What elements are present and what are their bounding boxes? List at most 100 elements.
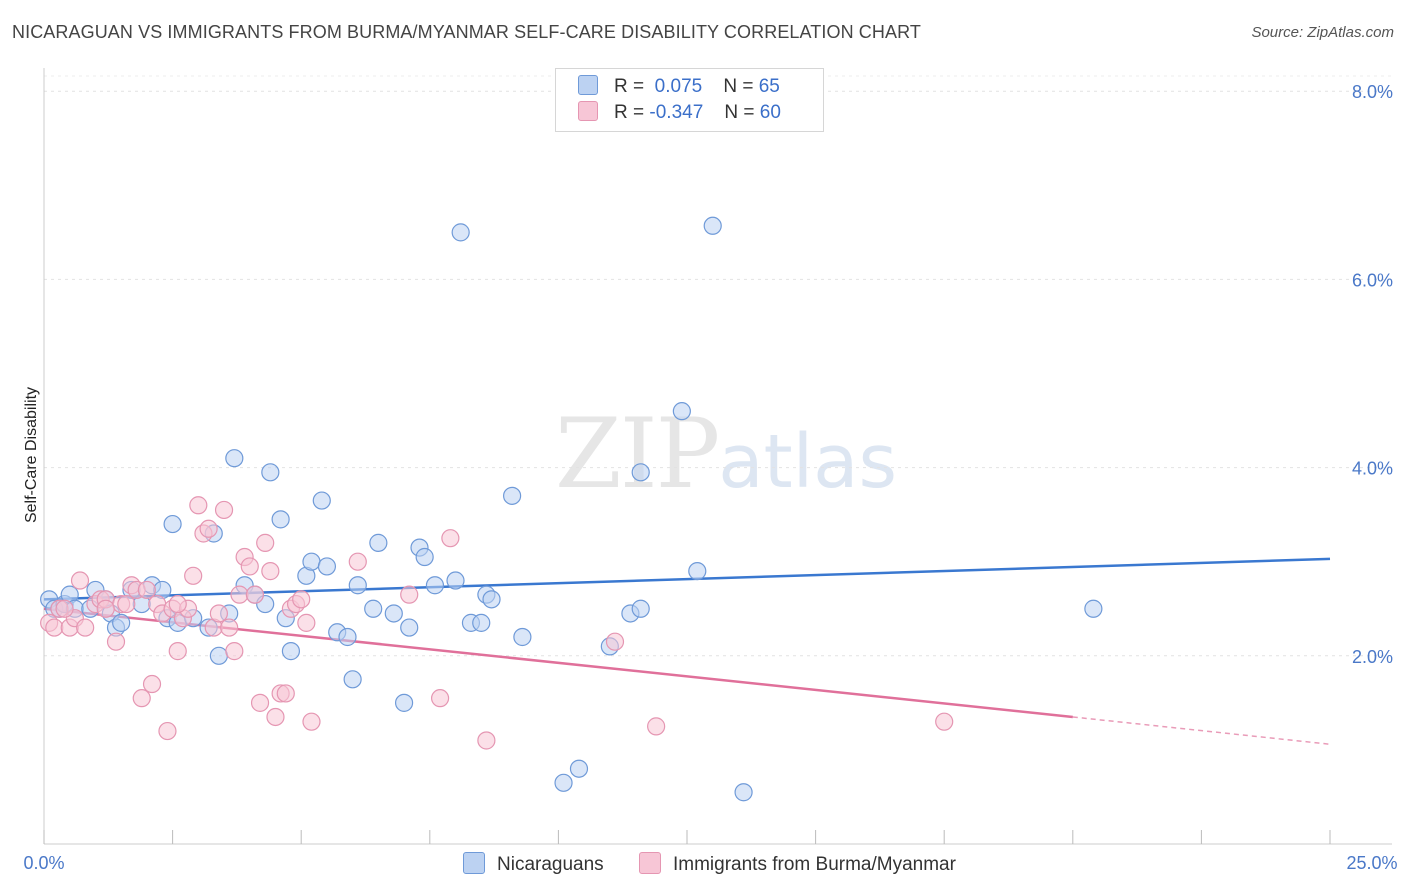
nicaraguan-point xyxy=(364,599,383,618)
burma-point xyxy=(935,712,954,731)
burma-point xyxy=(76,618,95,637)
burma-point xyxy=(250,693,270,712)
nicaraguan-point xyxy=(163,514,182,534)
burma-point xyxy=(256,533,275,552)
burma-point xyxy=(214,500,234,520)
nicaraguan-point xyxy=(569,759,589,778)
nicaraguan-point xyxy=(400,618,419,637)
burma-point xyxy=(261,562,280,581)
y-tick-label: 8.0% xyxy=(1352,82,1393,102)
burma-point xyxy=(209,604,228,623)
legend-r-label: R = xyxy=(614,102,645,123)
burma-point xyxy=(168,642,187,661)
legend-n-label: N = xyxy=(724,102,755,123)
legend-r-value: 0.075 xyxy=(654,76,703,97)
burma-point xyxy=(647,717,666,736)
nicaraguan-point xyxy=(415,547,434,567)
nicaraguan-point xyxy=(472,613,491,632)
nicaraguan-point xyxy=(425,576,445,595)
nicaraguan-point xyxy=(261,463,280,482)
nicaraguan-point xyxy=(209,646,228,665)
x-tick-label: 0.0% xyxy=(23,853,64,873)
nicaraguan-point xyxy=(1084,599,1103,618)
nicaraguan-point xyxy=(554,773,573,792)
legend-n-value: 65 xyxy=(758,76,780,97)
watermark: ZIPatlas xyxy=(555,398,897,510)
y-tick-label: 4.0% xyxy=(1352,459,1393,479)
nicaraguan-point xyxy=(631,599,650,618)
burma-point xyxy=(477,731,496,750)
tick-labels: 2.0% 4.0% 6.0% 8.0% 0.0% 25.0% xyxy=(23,82,1397,873)
chart-title: NICARAGUAN VS IMMIGRANTS FROM BURMA/MYAN… xyxy=(12,22,921,42)
burma-point xyxy=(168,594,187,614)
y-tick-label: 2.0% xyxy=(1352,647,1393,667)
nicaraguan-point xyxy=(384,604,403,623)
burma-point xyxy=(106,632,126,651)
nicaraguan-point xyxy=(394,693,414,712)
burma-point xyxy=(430,689,450,708)
nicaraguan-point xyxy=(631,463,650,482)
burma-point xyxy=(96,599,115,618)
axes xyxy=(43,68,1392,845)
bottom-legend-swatch-pink xyxy=(639,852,661,874)
burma-point xyxy=(230,585,249,604)
burma-trend-extension xyxy=(1072,716,1331,746)
legend-n-value: 60 xyxy=(759,102,781,123)
y-tick-label: 6.0% xyxy=(1352,270,1393,290)
legend-n-label: N = xyxy=(723,76,754,97)
nicaraguan-point xyxy=(451,223,470,242)
burma-point xyxy=(137,580,156,600)
burma-point xyxy=(266,707,285,727)
burma-point xyxy=(55,599,74,618)
nicaraguan-point xyxy=(281,642,301,661)
burma-point xyxy=(297,613,316,632)
y-axis-label: Self-Care Disability xyxy=(23,387,40,523)
nicaraguan-point xyxy=(446,571,465,590)
burma-point xyxy=(158,721,177,741)
burma-point xyxy=(441,529,460,548)
nicaraguan-point xyxy=(271,510,290,529)
stats-legend: R = 0.075 N = 65 R = -0.347 N = 60 xyxy=(555,68,824,132)
burma-point xyxy=(220,618,239,637)
nicaraguan-point xyxy=(482,590,501,609)
legend-r-value: -0.347 xyxy=(649,102,704,123)
nicaraguan-point xyxy=(672,402,691,421)
legend-swatch-blue xyxy=(578,75,598,95)
burma-point xyxy=(199,519,218,538)
burma-point xyxy=(348,552,367,571)
burma-point xyxy=(225,642,244,661)
legend-r-label: R = xyxy=(614,76,645,97)
legend-row-nicaraguans: R = 0.075 N = 65 xyxy=(578,75,780,101)
nicaraguan-point xyxy=(734,783,753,802)
nicaraguan-point xyxy=(513,627,532,647)
nicaraguan-point xyxy=(503,486,522,505)
data-points xyxy=(40,216,1103,802)
burma-point xyxy=(184,566,203,585)
bottom-legend-label: Nicaraguans xyxy=(497,854,604,875)
burma-point xyxy=(117,594,136,614)
bottom-legend-label: Immigrants from Burma/Myanmar xyxy=(673,854,956,875)
nicaraguan-point xyxy=(338,627,357,647)
nicaraguan-point xyxy=(369,533,388,552)
bottom-legend-swatch-blue xyxy=(463,852,485,874)
nicaraguan-point xyxy=(348,576,367,595)
burma-point xyxy=(142,674,162,694)
watermark-zip: ZIP xyxy=(555,398,720,510)
legend-swatch-pink xyxy=(578,101,598,121)
legend-row-burma: R = -0.347 N = 60 xyxy=(578,101,781,127)
bottom-legend-nicaraguans: Nicaraguans xyxy=(463,852,604,876)
source-label: Source: ZipAtlas.com xyxy=(1251,24,1394,41)
nicaraguan-point xyxy=(317,557,337,576)
nicaraguan-point xyxy=(343,670,362,689)
nicaraguan-point xyxy=(225,449,244,468)
burma-point xyxy=(240,557,259,576)
nicaraguan-point xyxy=(688,562,707,581)
burma-point xyxy=(45,618,64,637)
burma-point xyxy=(245,585,265,604)
nicaraguan-point xyxy=(302,552,321,571)
burma-point xyxy=(132,689,151,708)
burma-point xyxy=(302,712,321,731)
burma-point xyxy=(189,496,208,515)
burma-point xyxy=(605,632,625,651)
